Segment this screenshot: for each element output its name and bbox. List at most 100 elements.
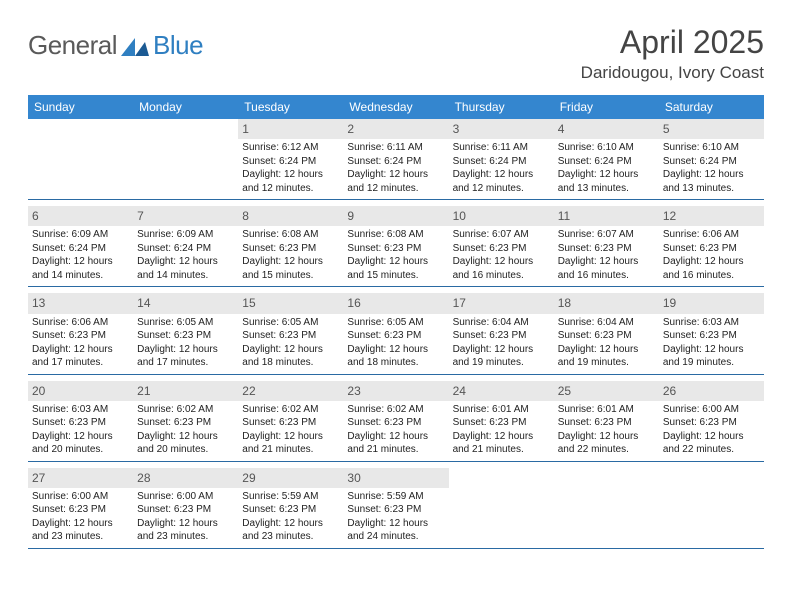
calendar-page: General Blue April 2025 Daridougou, Ivor… xyxy=(0,0,792,579)
day-number: 12 xyxy=(659,206,764,226)
daylight-line: Daylight: 12 hours and 15 minutes. xyxy=(242,255,339,282)
day-number: 7 xyxy=(133,206,238,226)
sunrise-line: Sunrise: 6:05 AM xyxy=(137,316,234,330)
day-number: 29 xyxy=(238,468,343,488)
day-cell: 18Sunrise: 6:04 AMSunset: 6:23 PMDayligh… xyxy=(554,293,659,373)
daylight-line: Daylight: 12 hours and 16 minutes. xyxy=(663,255,760,282)
sunset-line: Sunset: 6:23 PM xyxy=(558,329,655,343)
sunrise-line: Sunrise: 6:11 AM xyxy=(453,141,550,155)
day-number: 24 xyxy=(449,381,554,401)
day-cell: 28Sunrise: 6:00 AMSunset: 6:23 PMDayligh… xyxy=(133,468,238,548)
sunrise-line: Sunrise: 6:02 AM xyxy=(137,403,234,417)
logo: General Blue xyxy=(28,30,203,61)
day-number: 5 xyxy=(659,119,764,139)
daylight-line: Daylight: 12 hours and 23 minutes. xyxy=(137,517,234,544)
day-cell: 15 Sunrise: 6:05 AMSunset: 6:23 PMDayligh… xyxy=(238,293,343,373)
daylight-line: Daylight: 12 hours and 19 minutes. xyxy=(558,343,655,370)
day-cell: 26Sunrise: 6:00 AMSunset: 6:23 PMDayligh… xyxy=(659,381,764,461)
daylight-line: Daylight: 12 hours and 18 minutes. xyxy=(347,343,444,370)
title-block: April 2025 Daridougou, Ivory Coast xyxy=(581,24,764,83)
day-body: Sunrise: 6:05 AMSunset: 6:23 PMDaylight:… xyxy=(240,316,341,370)
week-row: 1Sunrise: 6:12 AMSunset: 6:24 PMDaylight… xyxy=(28,119,764,200)
day-cell: 7Sunrise: 6:09 AMSunset: 6:24 PMDaylight… xyxy=(133,206,238,286)
day-body: Sunrise: 6:01 AMSunset: 6:23 PMDaylight:… xyxy=(556,403,657,457)
sunset-line: Sunset: 6:23 PM xyxy=(453,329,550,343)
day-body: Sunrise: 5:59 AMSunset: 6:23 PMDaylight:… xyxy=(240,490,341,544)
calendar-grid: SundayMondayTuesdayWednesdayThursdayFrid… xyxy=(28,95,764,549)
sunrise-line: Sunrise: 6:08 AM xyxy=(347,228,444,242)
day-body: Sunrise: 6:02 AMSunset: 6:23 PMDaylight:… xyxy=(135,403,236,457)
sunrise-line: Sunrise: 6:06 AM xyxy=(32,316,129,330)
day-number: 18 xyxy=(554,293,659,313)
day-body: Sunrise: 6:06 AMSunset: 6:23 PMDaylight:… xyxy=(30,316,131,370)
day-number: 30 xyxy=(343,468,448,488)
day-cell: 17 Sunrise: 6:04 AMSunset: 6:23 PMDayligh… xyxy=(449,293,554,373)
daylight-line: Daylight: 12 hours and 23 minutes. xyxy=(242,517,339,544)
sunset-line: Sunset: 6:24 PM xyxy=(32,242,129,256)
daylight-line: Daylight: 12 hours and 14 minutes. xyxy=(137,255,234,282)
sunset-line: Sunset: 6:24 PM xyxy=(663,155,760,169)
weeks-container: 1Sunrise: 6:12 AMSunset: 6:24 PMDaylight… xyxy=(28,119,764,549)
sunset-line: Sunset: 6:23 PM xyxy=(347,329,444,343)
daylight-line: Daylight: 12 hours and 17 minutes. xyxy=(137,343,234,370)
day-cell: 4Sunrise: 6:10 AMSunset: 6:24 PMDaylight… xyxy=(554,119,659,199)
logo-text-1: General xyxy=(28,30,117,61)
day-number: 28 xyxy=(133,468,238,488)
sunrise-line: Sunrise: 6:07 AM xyxy=(558,228,655,242)
sunrise-line: Sunrise: 6:10 AM xyxy=(663,141,760,155)
sunrise-line: Sunrise: 6:12 AM xyxy=(242,141,339,155)
sunrise-line: Sunrise: 6:06 AM xyxy=(663,228,760,242)
sunset-line: Sunset: 6:23 PM xyxy=(663,416,760,430)
daylight-line: Daylight: 12 hours and 21 minutes. xyxy=(242,430,339,457)
day-cell: 3Sunrise: 6:11 AMSunset: 6:24 PMDaylight… xyxy=(449,119,554,199)
day-body: Sunrise: 6:10 AMSunset: 6:24 PMDaylight:… xyxy=(556,141,657,195)
sunrise-line: Sunrise: 6:01 AM xyxy=(453,403,550,417)
day-number: 22 xyxy=(238,381,343,401)
sunrise-line: Sunrise: 6:09 AM xyxy=(137,228,234,242)
daylight-line: Daylight: 12 hours and 12 minutes. xyxy=(453,168,550,195)
sunrise-line: Sunrise: 6:05 AM xyxy=(347,316,444,330)
day-body: Sunrise: 6:09 AMSunset: 6:24 PMDaylight:… xyxy=(135,228,236,282)
day-number: 27 xyxy=(28,468,133,488)
day-number: 23 xyxy=(343,381,448,401)
daylight-line: Daylight: 12 hours and 16 minutes. xyxy=(453,255,550,282)
day-body: Sunrise: 6:04 AMSunset: 6:23 PMDaylight:… xyxy=(451,316,552,370)
sunset-line: Sunset: 6:23 PM xyxy=(137,416,234,430)
day-body: Sunrise: 6:09 AMSunset: 6:24 PMDaylight:… xyxy=(30,228,131,282)
day-body: Sunrise: 6:00 AMSunset: 6:23 PMDaylight:… xyxy=(135,490,236,544)
sunrise-line: Sunrise: 6:05 AM xyxy=(242,316,339,330)
day-body: Sunrise: 6:08 AMSunset: 6:23 PMDaylight:… xyxy=(345,228,446,282)
sunrise-line: Sunrise: 6:10 AM xyxy=(558,141,655,155)
day-body: Sunrise: 6:08 AMSunset: 6:23 PMDaylight:… xyxy=(240,228,341,282)
day-number: 17 xyxy=(449,293,554,313)
daylight-line: Daylight: 12 hours and 16 minutes. xyxy=(558,255,655,282)
day-body: Sunrise: 6:01 AMSunset: 6:23 PMDaylight:… xyxy=(451,403,552,457)
day-cell: 25Sunrise: 6:01 AMSunset: 6:23 PMDayligh… xyxy=(554,381,659,461)
day-body: Sunrise: 6:02 AMSunset: 6:23 PMDaylight:… xyxy=(345,403,446,457)
day-number: 15 xyxy=(238,293,343,313)
day-cell: 16Sunrise: 6:05 AMSunset: 6:23 PMDayligh… xyxy=(343,293,448,373)
daylight-line: Daylight: 12 hours and 17 minutes. xyxy=(32,343,129,370)
day-cell xyxy=(554,468,659,548)
sunset-line: Sunset: 6:23 PM xyxy=(453,416,550,430)
dow-cell: Friday xyxy=(554,95,659,119)
sunset-line: Sunset: 6:23 PM xyxy=(242,329,339,343)
sunrise-line: Sunrise: 6:00 AM xyxy=(663,403,760,417)
day-cell: 6Sunrise: 6:09 AMSunset: 6:24 PMDaylight… xyxy=(28,206,133,286)
sunrise-line: Sunrise: 6:11 AM xyxy=(347,141,444,155)
daylight-line: Daylight: 12 hours and 18 minutes. xyxy=(242,343,339,370)
daylight-line: Daylight: 12 hours and 19 minutes. xyxy=(453,343,550,370)
day-cell xyxy=(28,119,133,199)
day-cell: 23Sunrise: 6:02 AMSunset: 6:23 PMDayligh… xyxy=(343,381,448,461)
sunrise-line: Sunrise: 6:00 AM xyxy=(137,490,234,504)
day-number: 20 xyxy=(28,381,133,401)
sunrise-line: Sunrise: 6:03 AM xyxy=(663,316,760,330)
sunset-line: Sunset: 6:23 PM xyxy=(137,329,234,343)
day-cell: 19Sunrise: 6:03 AMSunset: 6:23 PMDayligh… xyxy=(659,293,764,373)
day-cell: 22Sunrise: 6:02 AMSunset: 6:23 PMDayligh… xyxy=(238,381,343,461)
day-cell: 21Sunrise: 6:02 AMSunset: 6:23 PMDayligh… xyxy=(133,381,238,461)
day-number: 9 xyxy=(343,206,448,226)
day-number: 10 xyxy=(449,206,554,226)
day-number: 8 xyxy=(238,206,343,226)
sunrise-line: Sunrise: 6:04 AM xyxy=(453,316,550,330)
